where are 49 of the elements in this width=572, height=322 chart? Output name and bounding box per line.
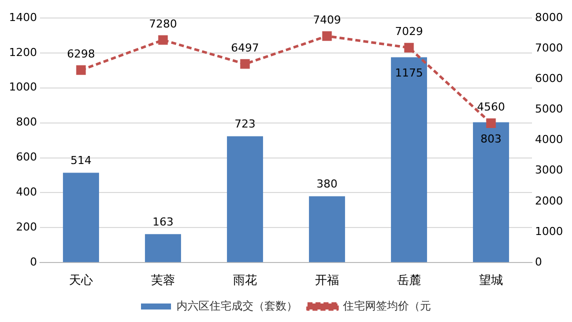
point (158, 35, 168, 45)
y-tick-label: 200 (16, 220, 37, 234)
legend-label: 住宅网签均价（元 (343, 299, 431, 312)
data-label: 7029 (395, 25, 424, 38)
y2-tick-label: 2000 (535, 194, 564, 208)
y2-tick-label: 6000 (535, 72, 564, 86)
x-tick-label: 雨花 (233, 272, 257, 287)
data-label: 380 (316, 178, 338, 191)
point (76, 65, 86, 75)
bar (308, 196, 346, 262)
y-tick-label: 600 (16, 150, 37, 164)
data-label: 6497 (231, 41, 259, 54)
data-label: 163 (152, 215, 174, 228)
x-tick-label: 开福 (315, 272, 339, 287)
y-tick-label: 1000 (8, 80, 37, 94)
point (486, 118, 496, 128)
y-tick-label: 0 (30, 255, 37, 268)
y-tick-label: 1200 (8, 46, 37, 59)
bar (226, 136, 264, 262)
data-label: 7280 (148, 17, 177, 30)
legend-label: 内六区住宅成交（套数） (176, 299, 298, 312)
point (404, 42, 414, 52)
y-tick-label: 1400 (8, 10, 37, 24)
bar (472, 122, 510, 262)
y-tick-label: 800 (16, 116, 37, 129)
data-label: 514 (70, 154, 92, 168)
bar (390, 57, 428, 262)
x-tick-label: 芙蓉 (150, 272, 175, 287)
y2-tick-label: 5000 (535, 102, 564, 116)
y2-tick-label: 1000 (535, 224, 564, 238)
x-tick-label: 望城 (479, 272, 504, 287)
y2-tick-label: 4000 (535, 133, 564, 146)
bar (62, 172, 100, 262)
data-label: 1175 (395, 66, 424, 80)
x-tick-label: 天心 (68, 272, 93, 287)
x-tick-label: 岳麓 (397, 272, 422, 287)
y2-tick-label: 0 (535, 255, 542, 268)
point (322, 31, 332, 41)
bar (144, 234, 182, 262)
data-label: 4560 (477, 100, 506, 114)
y2-tick-label: 7000 (535, 41, 564, 54)
y2-tick-label: 3000 (535, 164, 564, 177)
data-label: 803 (480, 132, 502, 146)
data-label: 6298 (66, 47, 95, 60)
y-tick-label: 400 (16, 186, 37, 199)
data-label: 7409 (313, 13, 341, 26)
point (240, 59, 250, 69)
data-label: 723 (234, 118, 256, 131)
y2-tick-label: 8000 (535, 10, 564, 24)
